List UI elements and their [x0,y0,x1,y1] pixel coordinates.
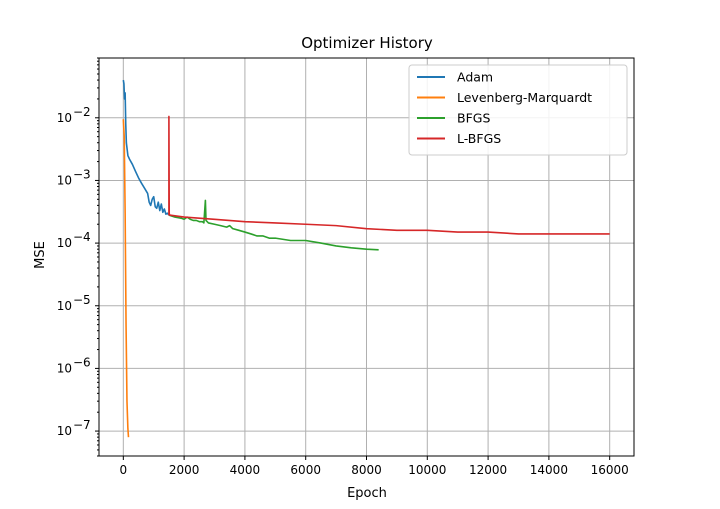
legend: Adam Levenberg-Marquardt BFGS L-BFGS [408,64,628,156]
y-tick-label: 10 [57,173,72,187]
y-tick-exponent: −4 [73,230,91,244]
x-tick-label: 16000 [591,463,629,477]
x-tick-label: 4000 [230,463,261,477]
x-tick-label: 12000 [469,463,507,477]
series-line-adam [122,79,170,216]
y-tick-label: 10 [57,424,72,438]
y-tick-exponent: −6 [73,355,91,369]
series-line-levenberg-marquardt [122,119,130,438]
y-tick-label: 10 [57,236,72,250]
legend-box [408,64,628,156]
legend-label: L-BFGS [457,131,501,146]
y-tick-exponent: −3 [73,167,91,181]
series-line-bfgs [168,199,379,251]
y-axis-label: MSE [33,241,48,269]
tick-layer: 0 2000 4000 6000 8000 10000 12000 14000 1600010−… [57,57,629,477]
y-tick-label: 10 [57,111,72,125]
series-line-l-bfgs [168,115,610,235]
x-tick-label: 14000 [530,463,568,477]
y-tick-exponent: −7 [73,418,91,432]
x-tick-label: 6000 [290,463,321,477]
x-tick-label: 10000 [408,463,446,477]
y-tick-label: 10 [57,299,72,313]
legend-label: BFGS [457,111,490,126]
x-axis-label: Epoch [347,486,387,501]
x-tick-label: 2000 [169,463,200,477]
legend-label: Adam [457,70,493,85]
x-tick-label: 8000 [351,463,382,477]
x-tick-label: 0 [119,463,127,477]
y-tick-label: 10 [57,361,72,375]
series-layer [122,79,610,438]
y-tick-exponent: −2 [73,105,91,119]
chart-title: Optimizer History [301,34,433,52]
y-tick-exponent: −5 [73,293,91,307]
legend-label: Levenberg-Marquardt [457,90,592,105]
